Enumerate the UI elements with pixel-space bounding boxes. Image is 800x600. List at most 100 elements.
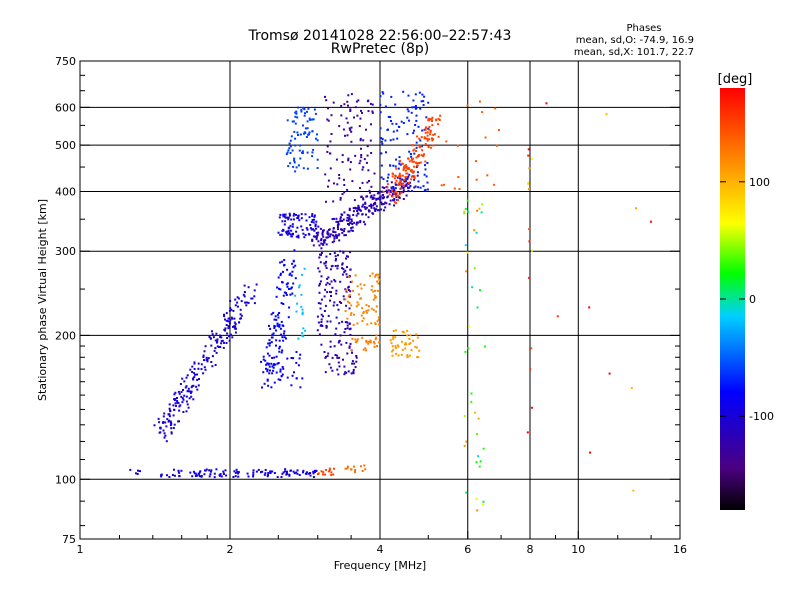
data-point [421,93,424,96]
data-point [402,182,405,185]
data-point [339,334,342,337]
data-point [338,174,341,176]
data-point [424,131,427,134]
data-point [420,136,423,139]
data-point [288,473,291,476]
data-point [408,150,411,153]
data-point [197,362,200,365]
colorbar-tick-label: 100 [749,176,770,189]
data-point [349,295,351,298]
data-point [333,467,335,470]
data-point [236,301,239,304]
data-point [168,415,171,418]
data-point [169,409,171,412]
data-point [336,357,339,359]
data-point [380,140,383,143]
data-point [220,342,223,345]
data-point [418,137,421,140]
data-point [437,123,440,126]
data-point [428,138,431,141]
data-point [196,388,199,391]
data-point [170,427,173,430]
data-point [239,308,242,311]
data-point [351,229,354,232]
data-point [358,162,361,165]
data-point [356,301,359,304]
data-point [481,111,484,114]
data-point [264,469,267,471]
data-point [404,347,407,350]
data-point [411,160,414,163]
data-point [414,124,417,126]
data-point [406,329,409,332]
data-point [408,119,410,122]
data-point [406,182,409,185]
data-point [431,120,433,123]
data-point [335,258,337,261]
data-point [192,378,195,381]
data-point [296,302,299,305]
data-point [270,313,273,316]
data-point [341,231,344,234]
data-point [394,347,397,349]
data-point [323,351,326,353]
data-point [290,286,293,289]
data-point [463,210,466,213]
data-point [346,327,349,330]
data-point [353,465,355,468]
data-point [386,191,388,194]
data-point [377,318,380,321]
data-point [392,138,395,141]
data-point [408,160,411,163]
data-point [247,286,250,289]
data-point [315,236,318,239]
data-point [398,162,401,165]
data-point [228,320,231,323]
data-point [401,174,404,177]
data-point [193,361,196,364]
data-point [203,366,206,369]
data-point [165,425,168,428]
data-point [365,128,367,131]
data-point [342,218,345,221]
data-point [229,307,232,310]
data-point [261,470,264,473]
data-point [375,334,378,337]
data-point [275,329,277,332]
data-point [340,302,343,304]
data-point [373,202,375,205]
data-point [320,343,323,346]
data-point [219,346,222,348]
data-point [379,190,382,193]
data-point [327,107,329,110]
data-point [271,372,274,375]
data-point [191,365,194,368]
data-point [426,139,429,142]
data-point [348,346,351,349]
data-point [285,232,288,235]
data-point [160,475,163,478]
data-point [426,181,429,184]
data-point [349,222,352,225]
data-point [365,195,368,198]
data-point [338,239,341,242]
data-point [349,290,352,293]
data-point [282,294,285,297]
data-point [203,473,206,476]
data-point [389,116,392,119]
data-point [363,464,366,467]
data-point [339,250,342,253]
data-point [382,92,385,95]
data-point [391,193,394,196]
data-point [359,159,362,162]
data-point [372,212,375,215]
data-point [214,347,217,350]
data-point [323,241,326,244]
data-point [361,213,364,216]
data-point [167,420,170,423]
data-point [303,132,305,135]
data-point [227,320,230,323]
data-point [301,152,304,155]
data-point [350,220,353,223]
data-point [209,470,212,473]
